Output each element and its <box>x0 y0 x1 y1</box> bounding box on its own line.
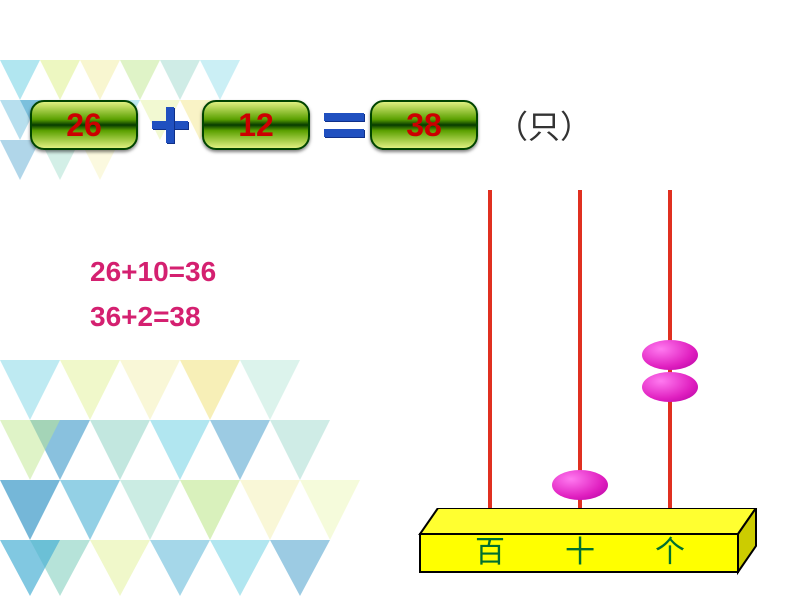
abacus: 百 十 个 <box>390 190 770 590</box>
bead-tens-1 <box>552 470 608 500</box>
result-pill: 38 <box>370 100 478 150</box>
operand2-value: 12 <box>238 107 274 144</box>
operand1-pill: 26 <box>30 100 138 150</box>
equals-operator <box>320 107 360 143</box>
operand1-value: 26 <box>66 107 102 144</box>
step-line-2: 36+2=38 <box>90 295 216 340</box>
bead-ones-2 <box>642 372 698 402</box>
result-value: 38 <box>406 107 442 144</box>
bg-bottom-triangles <box>0 360 400 596</box>
equation-row: 26 12 38 （只） <box>30 100 592 150</box>
calculation-steps: 26+10=36 36+2=38 <box>90 250 216 340</box>
label-ones: 个 <box>655 536 685 569</box>
step-line-1: 26+10=36 <box>90 250 216 295</box>
operand2-pill: 12 <box>202 100 310 150</box>
label-hundreds: 百 <box>475 536 505 569</box>
label-tens: 十 <box>565 536 595 569</box>
plus-operator <box>148 107 192 143</box>
abacus-base: 百 十 个 <box>390 508 770 598</box>
rod-hundreds <box>488 190 492 520</box>
unit-label: （只） <box>496 102 592 148</box>
bead-ones-1 <box>642 340 698 370</box>
